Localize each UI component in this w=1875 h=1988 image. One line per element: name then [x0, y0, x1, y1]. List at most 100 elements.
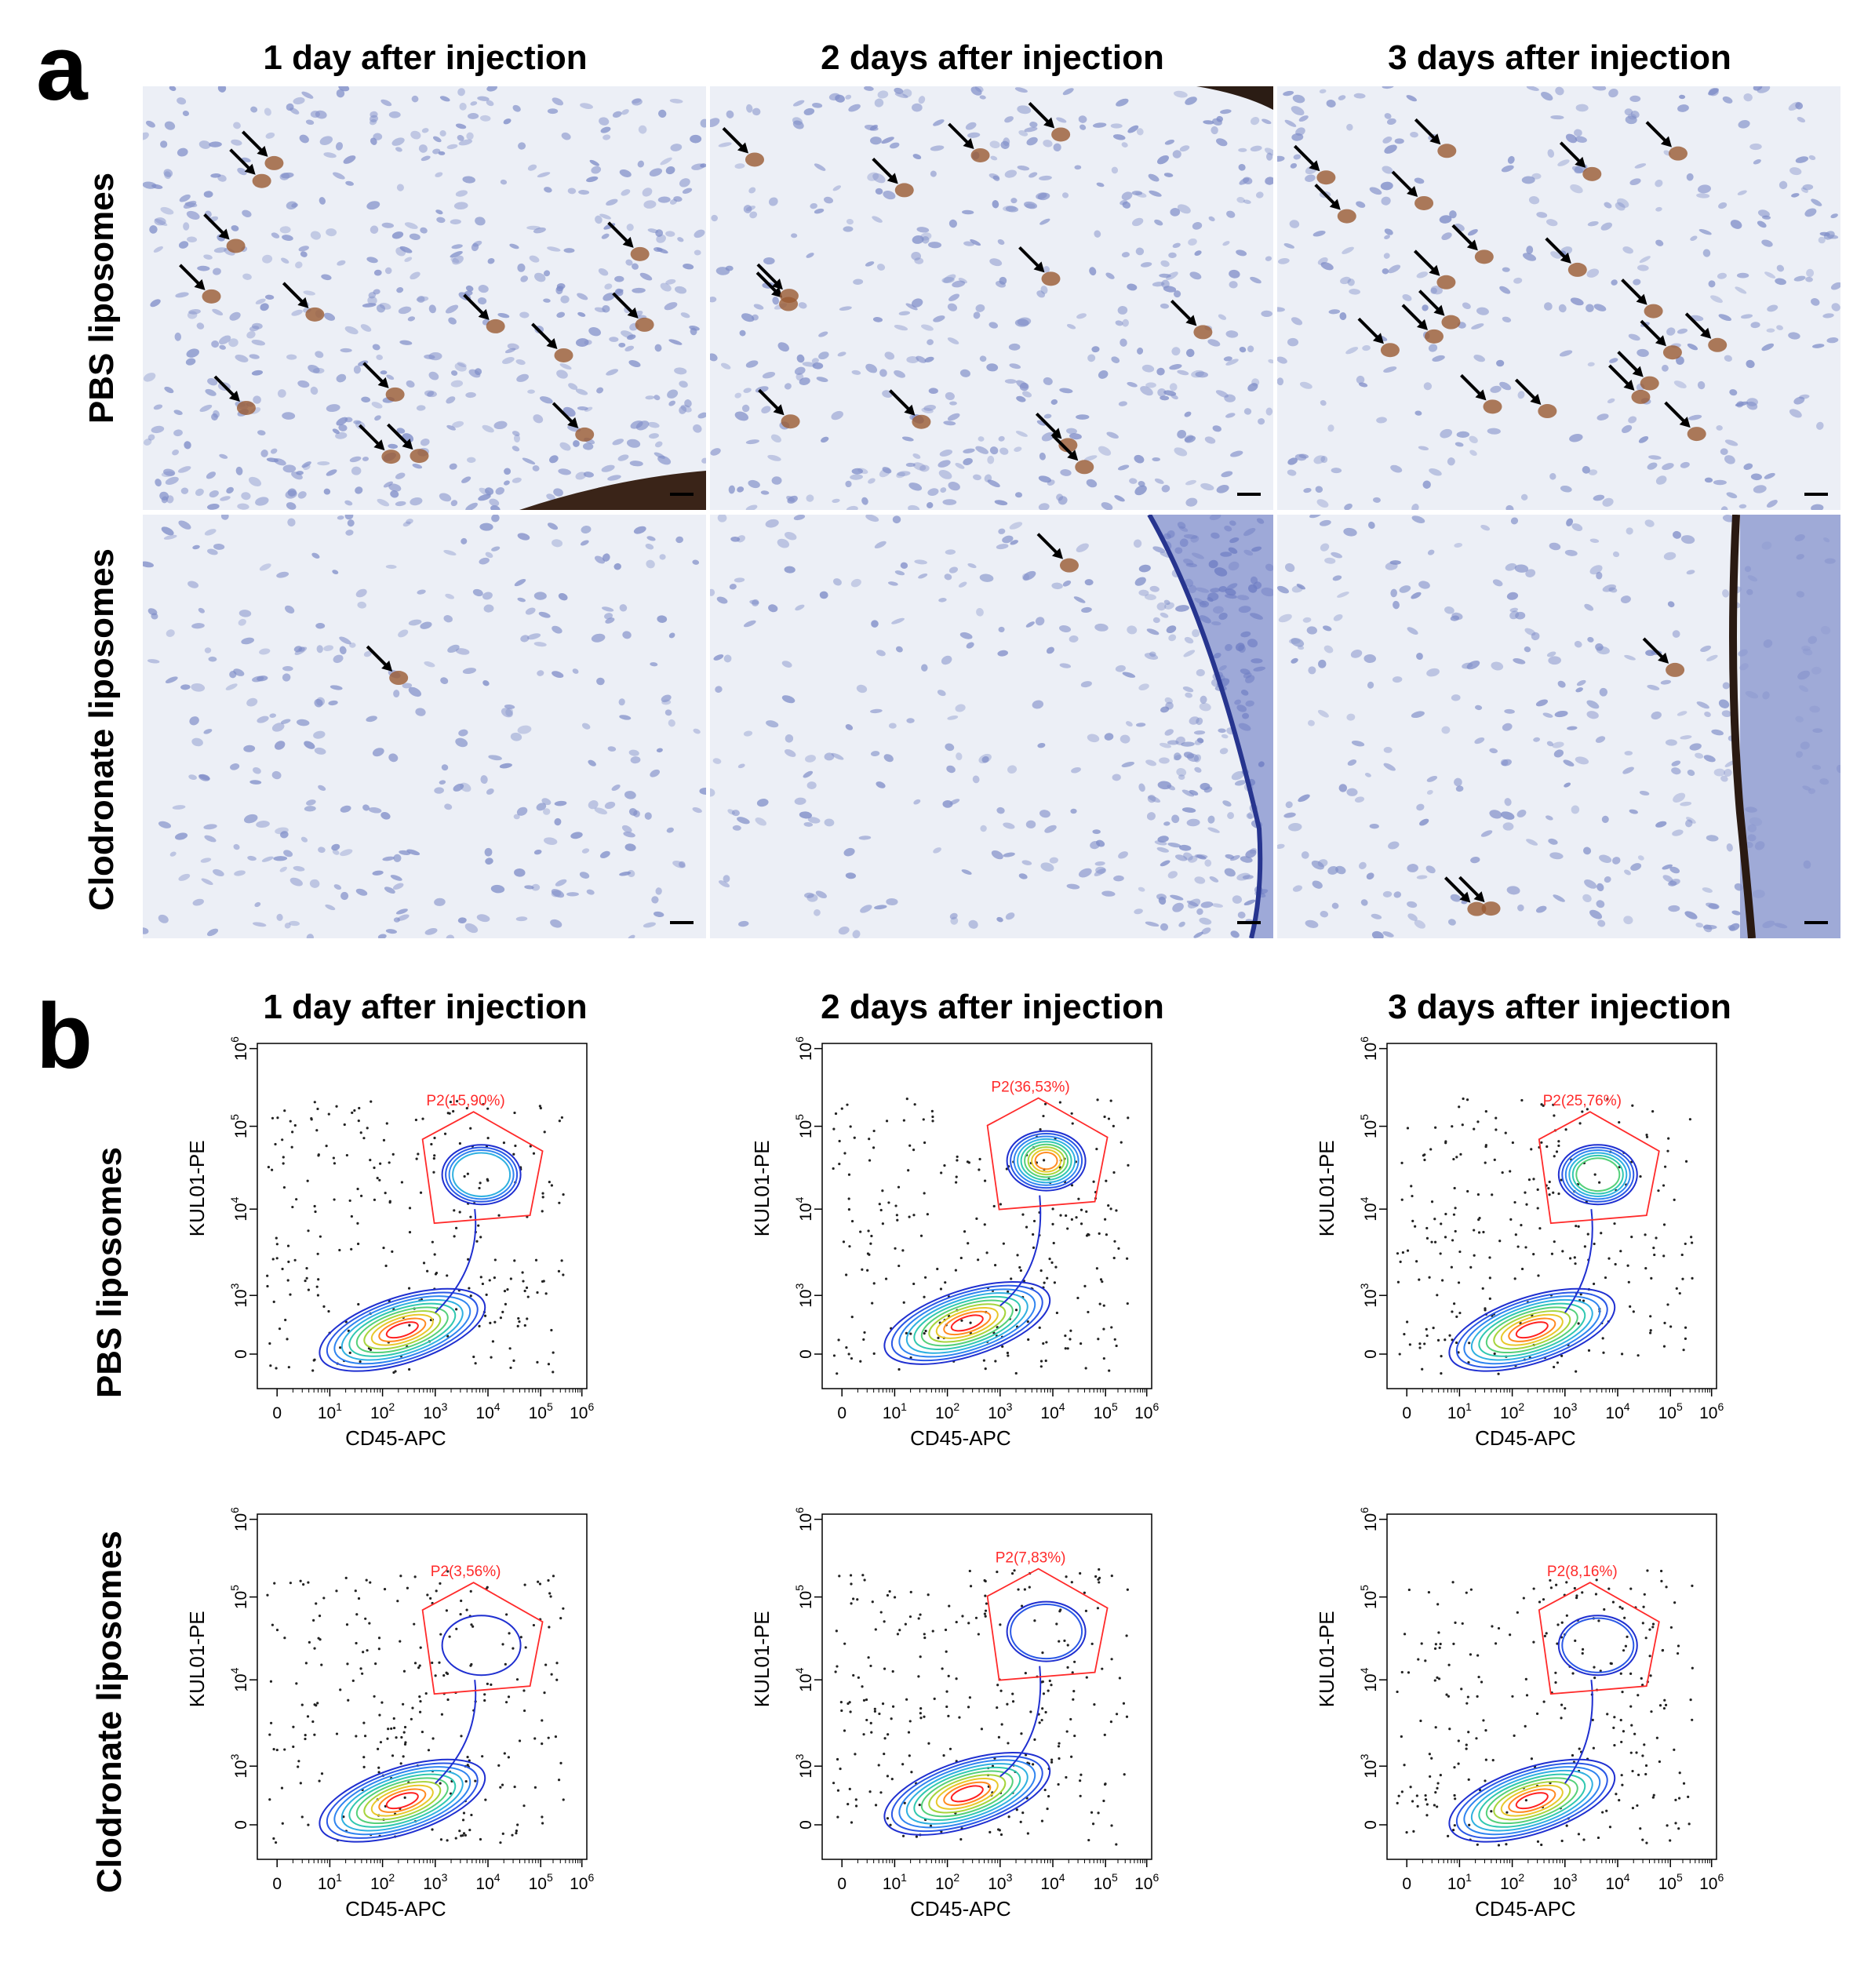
y-tick-label: 104 — [228, 1667, 250, 1691]
micrograph-clodronate-day1 — [143, 515, 706, 938]
panel-a-row-title-clodronate: Clodronate liposomes — [82, 548, 121, 912]
density-contours — [319, 1144, 522, 1372]
panel-b-row-title-clodronate: Clodronate liposomes — [90, 1530, 129, 1894]
micrograph-clodronate-day3-image — [1277, 515, 1840, 938]
flow-plot-pbs-day3: 0 101 102 103 104 105 106 0 103 104 105 106 CD45-APC… — [1302, 1036, 1773, 1475]
y-tick-label: 0 — [797, 1820, 815, 1830]
micrograph-pbs-day2-arrows — [722, 102, 1213, 475]
y-tick-label: 104 — [1358, 1667, 1380, 1691]
x-axis-title: CD45-APC — [910, 1897, 1011, 1921]
micrograph-clodronate-day2 — [710, 515, 1273, 938]
flow-plot-pbs-day1: 0 101 102 103 104 105 106 0 103 104 105 106 CD45-APC… — [173, 1036, 643, 1475]
x-tick-label: 0 — [837, 1404, 846, 1422]
plot-frame — [1386, 1513, 1717, 1860]
x-tick-label: 103 — [423, 1400, 447, 1422]
flow-plot-clodronate-day1-svg: 0 101 102 103 104 105 106 0 103 104 105 106 CD45-APC… — [185, 1507, 594, 1921]
y-tick-label: 106 — [1358, 1507, 1380, 1531]
x-tick-label: 106 — [570, 1871, 594, 1893]
panel-a-letter: a — [36, 16, 88, 120]
x-tick-label: 104 — [1040, 1871, 1065, 1893]
x-tick-label: 105 — [1658, 1400, 1683, 1422]
x-tick-label: 106 — [1134, 1871, 1159, 1893]
y-tick-label: 0 — [232, 1349, 250, 1359]
density-contours — [883, 1130, 1087, 1365]
x-tick-label: 102 — [370, 1871, 395, 1893]
panel-a-col-title-2: 2 days after injection — [821, 38, 1164, 77]
flow-plot-clodronate-day2-svg: 0 101 102 103 104 105 106 0 103 104 105 106 CD45-APC… — [750, 1507, 1159, 1921]
x-tick-label: 106 — [1699, 1871, 1724, 1893]
y-axis-title: KUL01-PE — [750, 1611, 774, 1707]
flow-plot-clodronate-day2: 0 101 102 103 104 105 106 0 103 104 105 106 CD45-APC… — [737, 1506, 1208, 1946]
x-tick-label: 101 — [318, 1400, 342, 1422]
y-tick-label: 104 — [1358, 1196, 1380, 1221]
gate-p2 — [986, 1567, 1109, 1681]
y-axis-title: KUL01-PE — [185, 1140, 209, 1236]
x-tick-label: 0 — [272, 1404, 282, 1422]
x-axis-title: CD45-APC — [345, 1897, 446, 1921]
micrograph-clodronate-day1-image — [143, 515, 706, 938]
gate-p2 — [1538, 1582, 1660, 1695]
event-dots — [832, 1567, 1129, 1846]
x-tick-label: 106 — [570, 1400, 594, 1422]
flow-plot-pbs-day2-svg: 0 101 102 103 104 105 106 0 103 104 105 106 CD45-APC… — [750, 1036, 1159, 1450]
micrograph-clodronate-day3 — [1277, 515, 1840, 938]
flow-plot-pbs-day3-svg: 0 101 102 103 104 105 106 0 103 104 105 106 CD45-APC… — [1315, 1036, 1724, 1450]
x-tick-label: 102 — [1500, 1871, 1524, 1893]
y-tick-label: 104 — [793, 1667, 815, 1691]
x-tick-label: 101 — [883, 1871, 907, 1893]
gate-label: P2(3,56%) — [431, 1564, 501, 1580]
x-tick-label: 0 — [1402, 1875, 1411, 1893]
plot-frame — [821, 1043, 1152, 1389]
y-axis-title: KUL01-PE — [1315, 1140, 1338, 1236]
x-tick-label: 106 — [1134, 1400, 1159, 1422]
x-tick-label: 106 — [1699, 1400, 1724, 1422]
plot-frame — [257, 1513, 588, 1860]
y-axis-title: KUL01-PE — [185, 1611, 209, 1707]
x-tick-label: 105 — [529, 1400, 553, 1422]
panel-b-col-title-2: 2 days after injection — [821, 988, 1164, 1026]
y-tick-label: 0 — [1362, 1349, 1380, 1359]
x-tick-label: 102 — [1500, 1400, 1524, 1422]
panel-a-col-title-1: 1 day after injection — [263, 38, 588, 77]
x-tick-label: 102 — [370, 1400, 395, 1422]
x-tick-label: 101 — [1447, 1400, 1472, 1422]
panel-b-col-title-1: 1 day after injection — [263, 988, 588, 1026]
x-tick-label: 103 — [988, 1871, 1012, 1893]
event-dots — [266, 1570, 565, 1844]
x-tick-label: 103 — [988, 1400, 1012, 1422]
y-tick-label: 103 — [228, 1753, 250, 1778]
micrograph-pbs-day3-nuclei — [1277, 86, 1840, 510]
flow-plot-pbs-day2: 0 101 102 103 104 105 106 0 103 104 105 106 CD45-APC… — [737, 1036, 1208, 1475]
x-tick-label: 0 — [837, 1875, 846, 1893]
x-tick-label: 104 — [1605, 1871, 1629, 1893]
flow-plot-clodronate-day3-svg: 0 101 102 103 104 105 106 0 103 104 105 106 CD45-APC… — [1315, 1507, 1724, 1921]
y-tick-label: 106 — [793, 1036, 815, 1061]
flow-plot-clodronate-day3: 0 101 102 103 104 105 106 0 103 104 105 106 CD45-APC… — [1302, 1506, 1773, 1946]
micrograph-clodronate-day2-arrows — [1036, 533, 1079, 573]
gate-p2 — [421, 1582, 544, 1695]
y-tick-label: 105 — [793, 1114, 815, 1138]
micrograph-pbs-day2-nuclei — [710, 86, 1273, 510]
micrograph-clodronate-day3-arrows — [1444, 637, 1685, 916]
density-contours — [319, 1615, 522, 1843]
plot-frame — [1386, 1043, 1717, 1389]
x-tick-label: 103 — [1553, 1871, 1577, 1893]
density-contours — [1448, 1144, 1638, 1372]
y-tick-label: 0 — [797, 1349, 815, 1359]
y-tick-label: 104 — [793, 1196, 815, 1221]
y-tick-label: 103 — [228, 1283, 250, 1307]
x-tick-label: 103 — [423, 1871, 447, 1893]
gate-label: P2(25,76%) — [1543, 1093, 1622, 1109]
x-tick-label: 0 — [1402, 1404, 1411, 1422]
panel-b-row-title-pbs: PBS liposomes — [90, 1146, 129, 1399]
y-tick-label: 0 — [232, 1820, 250, 1830]
x-axis-title: CD45-APC — [1475, 1897, 1576, 1921]
y-tick-label: 105 — [228, 1585, 250, 1609]
x-tick-label: 105 — [1658, 1871, 1683, 1893]
gate-label: P2(36,53%) — [991, 1080, 1069, 1096]
y-tick-label: 105 — [228, 1114, 250, 1138]
panel-b-letter: b — [36, 985, 93, 1088]
x-tick-label: 104 — [475, 1400, 500, 1422]
gate-p2 — [1538, 1111, 1660, 1225]
x-tick-label: 102 — [935, 1400, 959, 1422]
